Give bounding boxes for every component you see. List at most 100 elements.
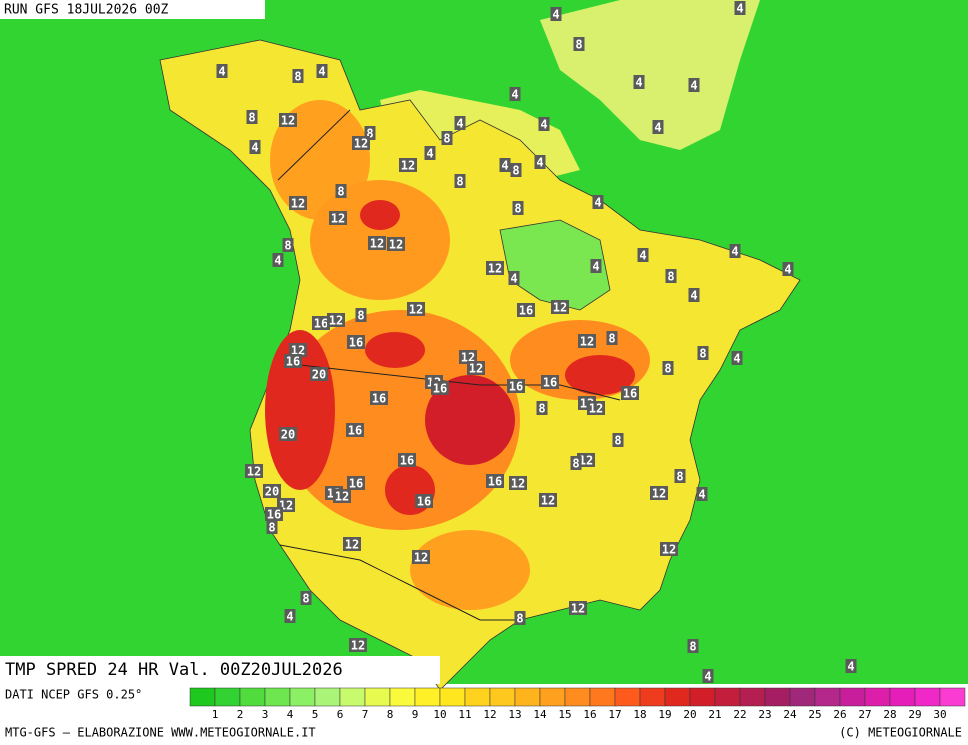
map-value-label: 12	[351, 639, 365, 653]
map-value-label: 8	[268, 521, 275, 535]
label-box	[349, 638, 367, 652]
scale-label: 3	[262, 708, 269, 721]
scale-swatch	[214, 687, 241, 707]
map-value-label: 8	[294, 70, 301, 84]
scale-label: 16	[583, 708, 596, 721]
map-value-label: 12	[553, 301, 567, 315]
scale-swatch	[914, 687, 941, 707]
map-value-label: 8	[514, 202, 521, 216]
label-box	[387, 237, 405, 251]
map-value-label: 4	[594, 196, 601, 210]
map-value-label: 20	[265, 485, 279, 499]
map-value-label: 20	[281, 428, 295, 442]
label-box	[459, 350, 477, 364]
greenland	[540, 0, 760, 150]
map-value-label: 8	[456, 175, 463, 189]
label-box	[346, 423, 364, 437]
label-box	[343, 537, 361, 551]
map-value-label: 8	[614, 434, 621, 448]
label-box	[327, 313, 345, 327]
map-value-label: 4	[274, 254, 281, 268]
label-box	[347, 476, 365, 490]
label-box	[246, 110, 258, 124]
scale-label: 11	[458, 708, 471, 721]
label-box	[734, 1, 746, 15]
label-box	[266, 520, 278, 534]
label-box	[512, 201, 524, 215]
label-box	[578, 334, 596, 348]
map-value-label: 8	[575, 38, 582, 52]
label-box	[845, 659, 857, 673]
label-box	[265, 507, 283, 521]
label-box	[534, 155, 546, 169]
map-value-label: 4	[286, 610, 293, 624]
hot-area	[365, 332, 425, 368]
label-box	[592, 195, 604, 209]
map-title: TMP SPRED 24 HR Val. 00Z20JUL2026	[5, 660, 343, 680]
label-box	[729, 244, 741, 258]
map-value-label: 8	[357, 309, 364, 323]
scale-label: 26	[833, 708, 846, 721]
map-value-label: 8	[516, 612, 523, 626]
map-value-label: 12	[469, 362, 483, 376]
scale-swatch	[764, 687, 791, 707]
map-value-label: 4	[847, 660, 854, 674]
footer: DATI NCEP GFS 0.25° 1 2 3 4 5 6 7 8 9 10 11 12 13 14 1…	[5, 687, 966, 740]
scale-label: 23	[758, 708, 771, 721]
label-box	[499, 158, 511, 172]
map-value-label: 4	[639, 249, 646, 263]
label-box	[407, 302, 425, 316]
scale-swatch	[314, 687, 341, 707]
run-label: RUN GFS 18JUL2026 00Z	[4, 3, 169, 18]
label-box	[550, 7, 562, 21]
map-value-label: 4	[218, 65, 225, 79]
map-value-label: 8	[284, 239, 291, 253]
scale-swatch	[839, 687, 866, 707]
copyright: (C) METEOGIORNALE	[839, 726, 962, 740]
label-box	[696, 487, 708, 501]
label-box	[272, 253, 284, 267]
map-value-label: 16	[509, 380, 523, 394]
label-box	[454, 174, 466, 188]
scale-swatch	[589, 687, 616, 707]
scale-swatch	[264, 687, 291, 707]
map-value-label: 12	[291, 197, 305, 211]
map-value-label: 8	[608, 332, 615, 346]
map-value-label: 8	[538, 402, 545, 416]
label-box	[263, 484, 281, 498]
scale-swatch	[514, 687, 541, 707]
scale-label: 4	[287, 708, 294, 721]
scale-swatch	[289, 687, 316, 707]
map-value-label: 4	[510, 272, 517, 286]
label-box	[697, 346, 709, 360]
label-box	[216, 64, 228, 78]
scale-swatch	[464, 687, 491, 707]
map-value-label: 8	[366, 127, 373, 141]
map-value-label: 16	[372, 392, 386, 406]
scale-label: 22	[733, 708, 746, 721]
scale-swatch	[189, 687, 216, 707]
label-box	[412, 550, 430, 564]
map-value-label: 12	[652, 487, 666, 501]
map-value-label: 4	[736, 2, 743, 16]
warm-area	[410, 530, 530, 610]
scale-label: 6	[337, 708, 344, 721]
map-value-label: 12	[589, 402, 603, 416]
map-value-label: 12	[401, 159, 415, 173]
label-box	[507, 379, 525, 393]
scale-swatch	[439, 687, 466, 707]
scale-label: 13	[508, 708, 521, 721]
label-box	[509, 476, 527, 490]
label-box	[637, 248, 649, 262]
map-value-label: 16	[488, 475, 502, 489]
source: DATI NCEP GFS 0.25°	[5, 688, 142, 702]
label-box	[424, 146, 436, 160]
scale-swatch	[789, 687, 816, 707]
label-box	[510, 163, 522, 177]
label-box	[398, 453, 416, 467]
scale-swatch	[939, 687, 966, 707]
map-value-label: 4	[733, 352, 740, 366]
scale-swatch	[814, 687, 841, 707]
map-value-label: 12	[329, 314, 343, 328]
